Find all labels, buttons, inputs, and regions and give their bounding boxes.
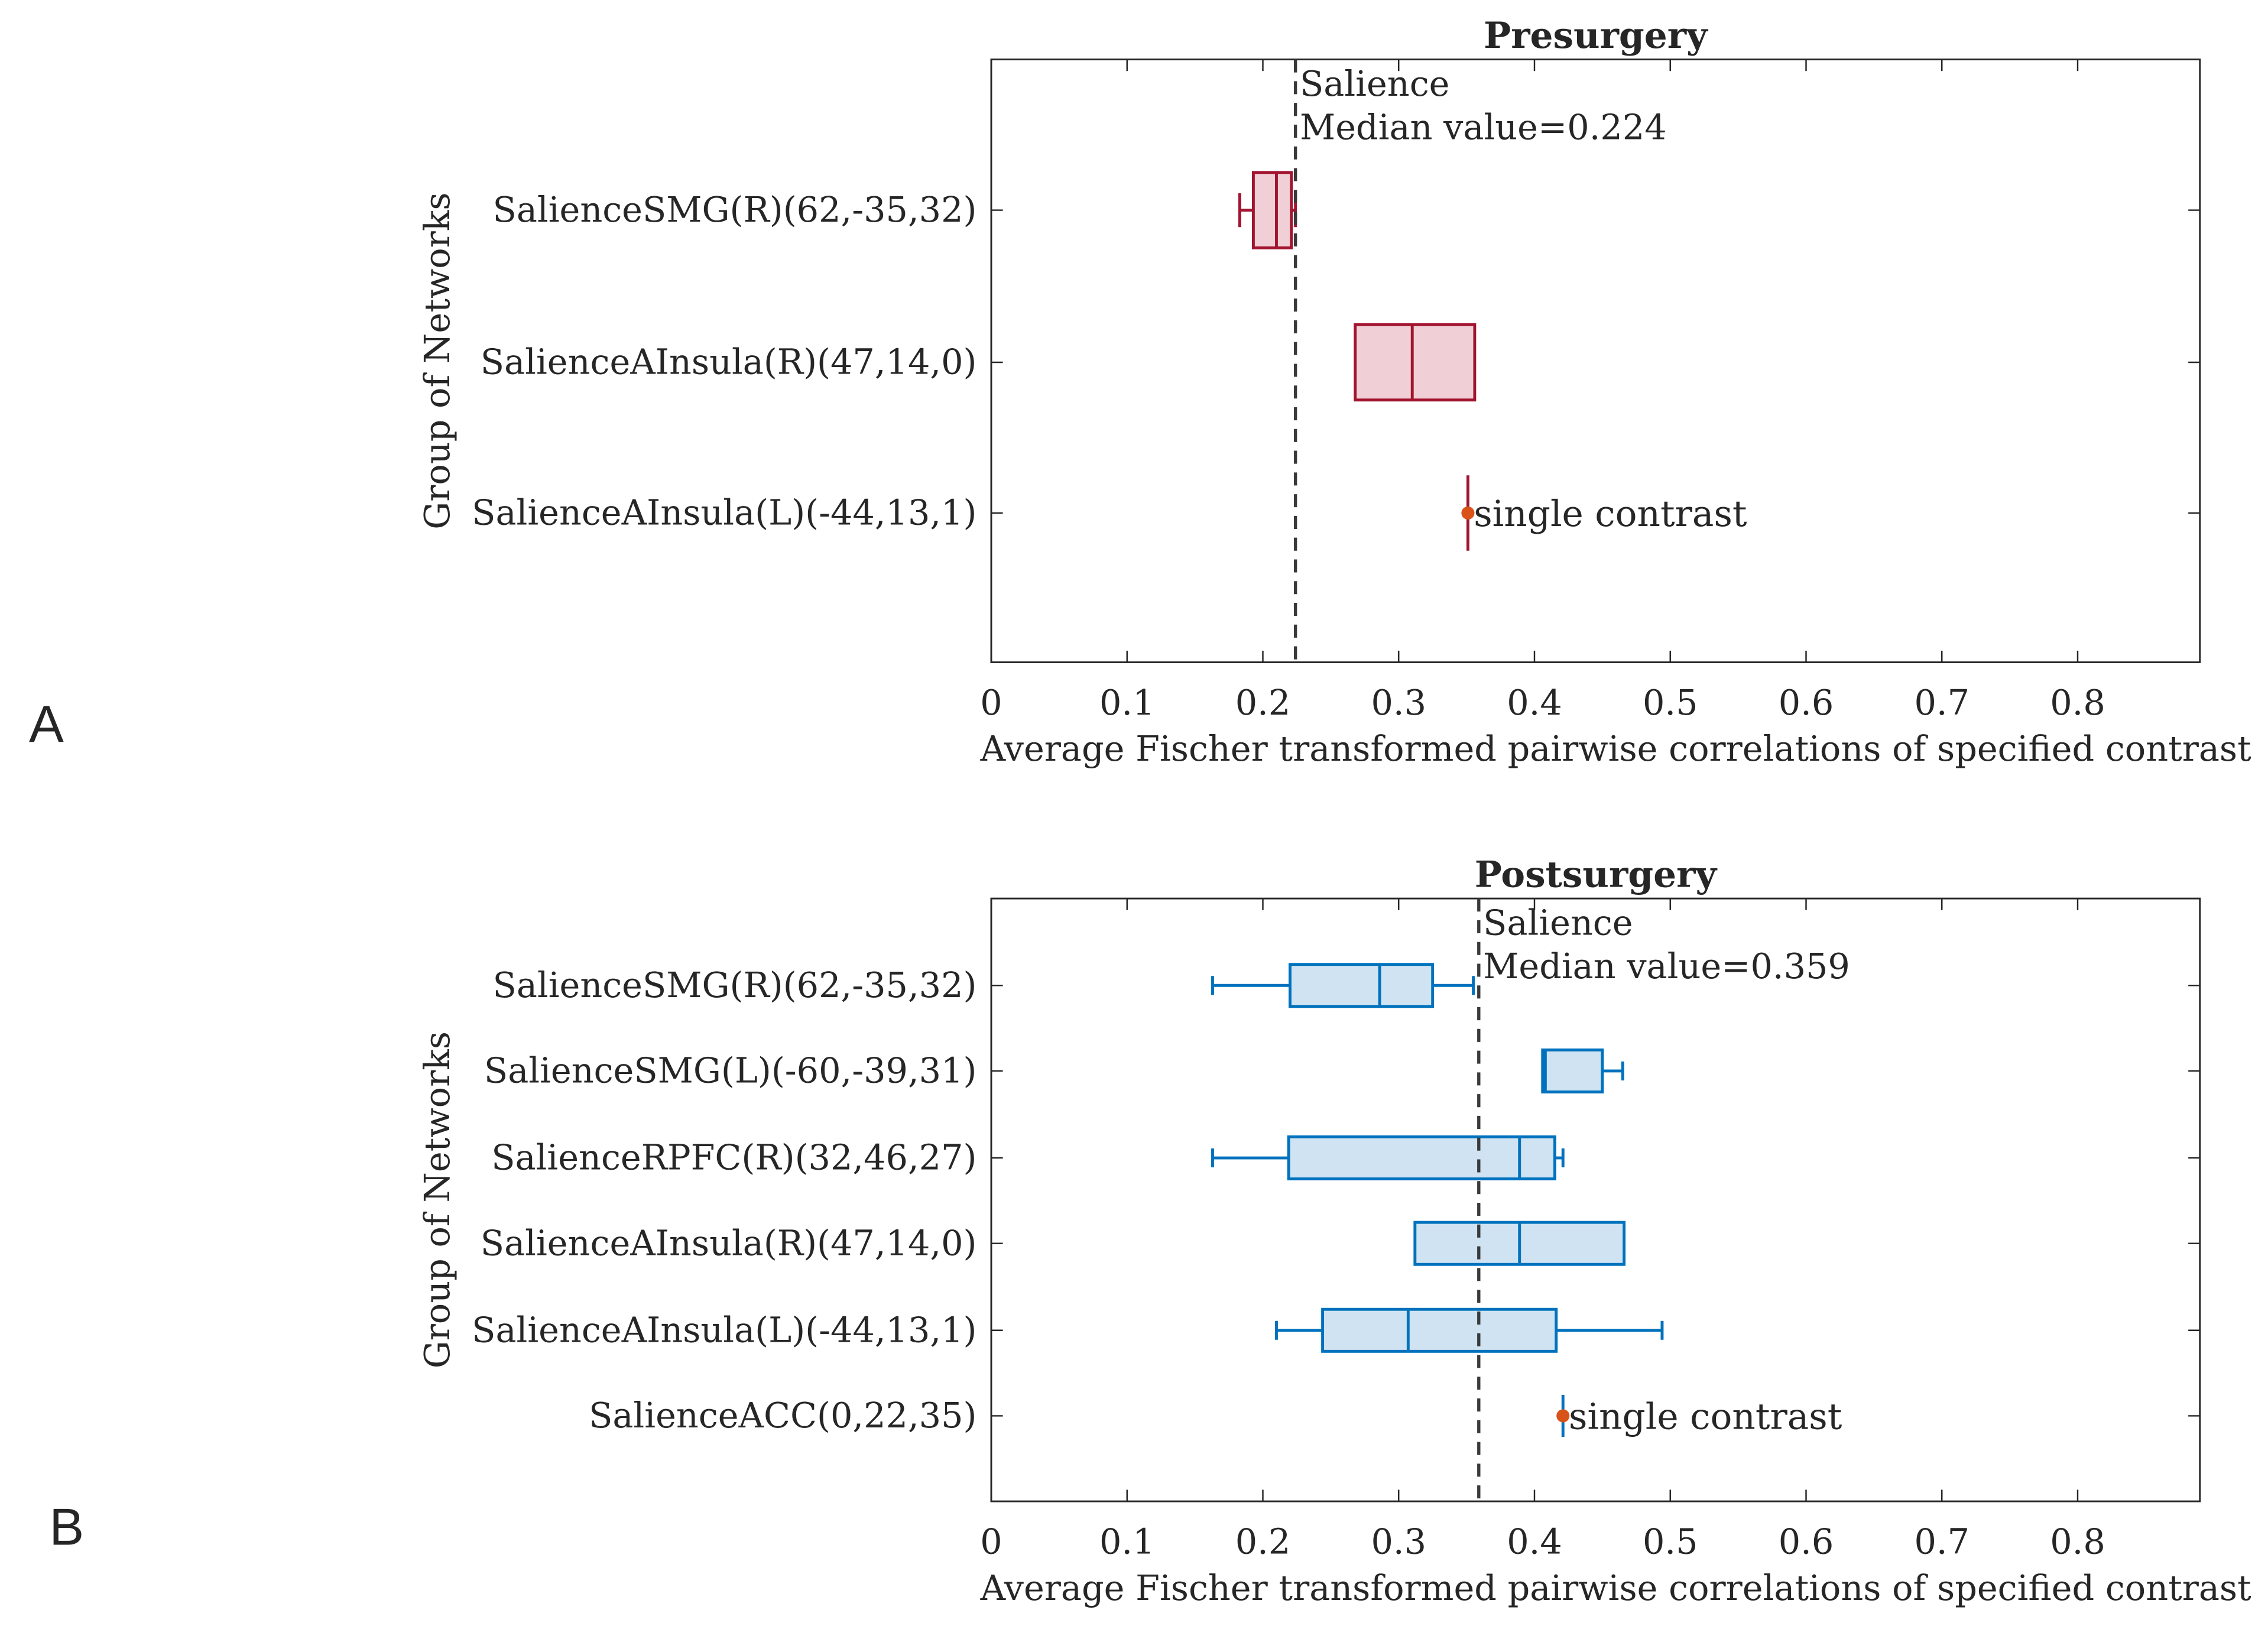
plot-frame xyxy=(990,59,2201,663)
x-tick-label: 0.3 xyxy=(1371,682,1426,723)
x-tick-label: 0.8 xyxy=(2050,1521,2105,1562)
x-tick-label: 0.5 xyxy=(1643,682,1698,723)
box xyxy=(1541,1048,1604,1093)
category-label: SalienceSMG(L)(-60,-39,31) xyxy=(484,1050,977,1091)
y-axis-label: Group of Networks xyxy=(417,192,458,529)
category-label: SalienceSMG(R)(62,-35,32) xyxy=(493,965,977,1005)
category-label: SalienceAInsula(R)(47,14,0) xyxy=(481,342,977,382)
x-tick-label: 0.5 xyxy=(1643,1521,1698,1562)
chart-title: Presurgery xyxy=(1484,14,1709,57)
chart-title: Postsurgery xyxy=(1475,853,1718,896)
x-tick-label: 0.6 xyxy=(1779,1521,1834,1562)
category-label: SalienceRPFC(R)(32,46,27) xyxy=(491,1137,976,1178)
box xyxy=(1321,1307,1558,1353)
single-value-point xyxy=(1556,1409,1570,1423)
box xyxy=(1251,171,1293,249)
panel-label: B xyxy=(49,1498,84,1556)
single-contrast-label: single contrast xyxy=(1474,493,1747,535)
reference-label-line1: Salience xyxy=(1483,902,1633,943)
x-tick-label: 0.7 xyxy=(1914,682,1970,723)
x-tick-label: 0.7 xyxy=(1914,1521,1970,1562)
reference-label-line2: Median value=0.359 xyxy=(1483,946,1850,986)
x-tick-label: 0.4 xyxy=(1507,1521,1562,1562)
x-tick-label: 0.6 xyxy=(1779,682,1834,723)
box xyxy=(1354,323,1477,402)
x-axis-label: Average Fischer transformed pairwise cor… xyxy=(980,1567,2251,1608)
panel-label: A xyxy=(29,694,64,753)
category-label: SalienceAInsula(L)(-44,13,1) xyxy=(472,1309,976,1350)
single-value-point xyxy=(1461,506,1475,520)
panel-a: 0 0.1 0.2 0.3 0.4 0.5 0.6 0.7 0.8 SalienceSMG(R)(… xyxy=(29,14,2251,769)
panel-b: 0 0.1 0.2 0.3 0.4 0.5 0.6 0.7 0.8 SalienceSMG(R)(… xyxy=(49,853,2251,1608)
x-tick-label: 0.1 xyxy=(1099,682,1155,723)
x-tick-label: 0 xyxy=(980,682,1002,723)
reference-label-line2: Median value=0.224 xyxy=(1300,106,1667,147)
y-axis-label: Group of Networks xyxy=(417,1031,458,1368)
category-label: SalienceSMG(R)(62,-35,32) xyxy=(493,189,977,230)
x-axis-label: Average Fischer transformed pairwise cor… xyxy=(980,728,2251,769)
box xyxy=(1287,1135,1556,1181)
x-tick-label: 0.1 xyxy=(1099,1521,1155,1562)
box xyxy=(1288,963,1435,1008)
single-contrast-label: single contrast xyxy=(1569,1395,1842,1437)
category-label: SalienceAInsula(L)(-44,13,1) xyxy=(472,492,976,533)
plot-frame xyxy=(990,897,2201,1502)
category-label: SalienceACC(0,22,35) xyxy=(589,1395,976,1436)
x-tick-label: 0.2 xyxy=(1235,1521,1291,1562)
category-label: SalienceAInsula(R)(47,14,0) xyxy=(481,1222,977,1263)
x-tick-label: 0 xyxy=(980,1521,1002,1562)
reference-label-line1: Salience xyxy=(1300,63,1449,104)
x-tick-label: 0.4 xyxy=(1507,682,1562,723)
x-tick-label: 0.8 xyxy=(2050,682,2105,723)
x-tick-label: 0.3 xyxy=(1371,1521,1426,1562)
x-tick-label: 0.2 xyxy=(1235,682,1291,723)
